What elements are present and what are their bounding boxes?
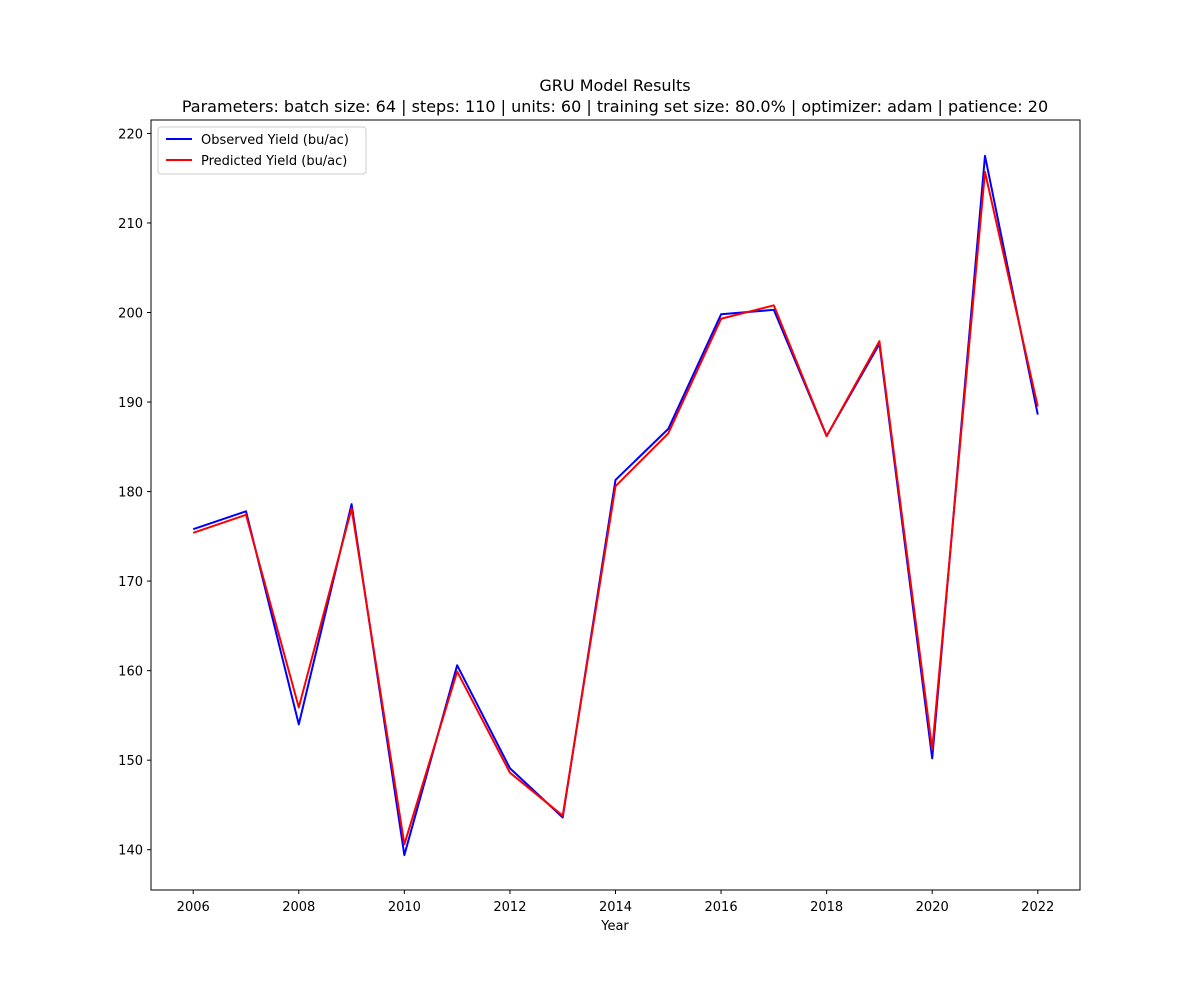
y-tick-label-180: 180 (118, 486, 143, 501)
chart-subtitle: Parameters: batch size: 64 | steps: 110 … (182, 97, 1048, 116)
y-tick-label-150: 150 (118, 754, 143, 769)
x-tick-label-2010: 2010 (388, 900, 421, 915)
legend-box (157, 126, 367, 175)
series-line-0 (192, 154, 1039, 857)
x-tick-label-2012: 2012 (493, 900, 526, 915)
x-tick-label-2006: 2006 (177, 900, 210, 915)
y-tick-label-220: 220 (118, 127, 143, 142)
legend-label-observed: Observed Yield (bu/ac) (201, 133, 349, 148)
legend-label-predicted: Predicted Yield (bu/ac) (201, 154, 347, 169)
chart-title: GRU Model Results (539, 76, 690, 95)
x-tick-label-2020: 2020 (916, 900, 949, 915)
legend: Observed Yield (bu/ac) Predicted Yield (… (157, 126, 367, 175)
y-axis: 140 150 160 170 180 190 200 210 220 (118, 127, 151, 859)
y-tick-label-140: 140 (118, 844, 143, 859)
series-line-1 (192, 170, 1039, 846)
x-axis-title: Year (600, 919, 629, 934)
x-tick-label-2018: 2018 (810, 900, 843, 915)
x-tick-label-2008: 2008 (282, 900, 315, 915)
x-tick-label-2014: 2014 (599, 900, 632, 915)
y-tick-label-190: 190 (118, 396, 143, 411)
plot-area-frame (150, 119, 1081, 891)
x-axis: 2006 2008 2010 2012 2014 2016 2018 2020 2022 (177, 890, 1054, 915)
x-tick-label-2016: 2016 (705, 900, 738, 915)
y-tick-label-160: 160 (118, 665, 143, 680)
y-tick-label-210: 210 (118, 217, 143, 232)
y-tick-label-200: 200 (118, 307, 143, 322)
x-tick-label-2022: 2022 (1021, 900, 1054, 915)
series-layer (192, 154, 1039, 857)
y-tick-label-170: 170 (118, 575, 143, 590)
